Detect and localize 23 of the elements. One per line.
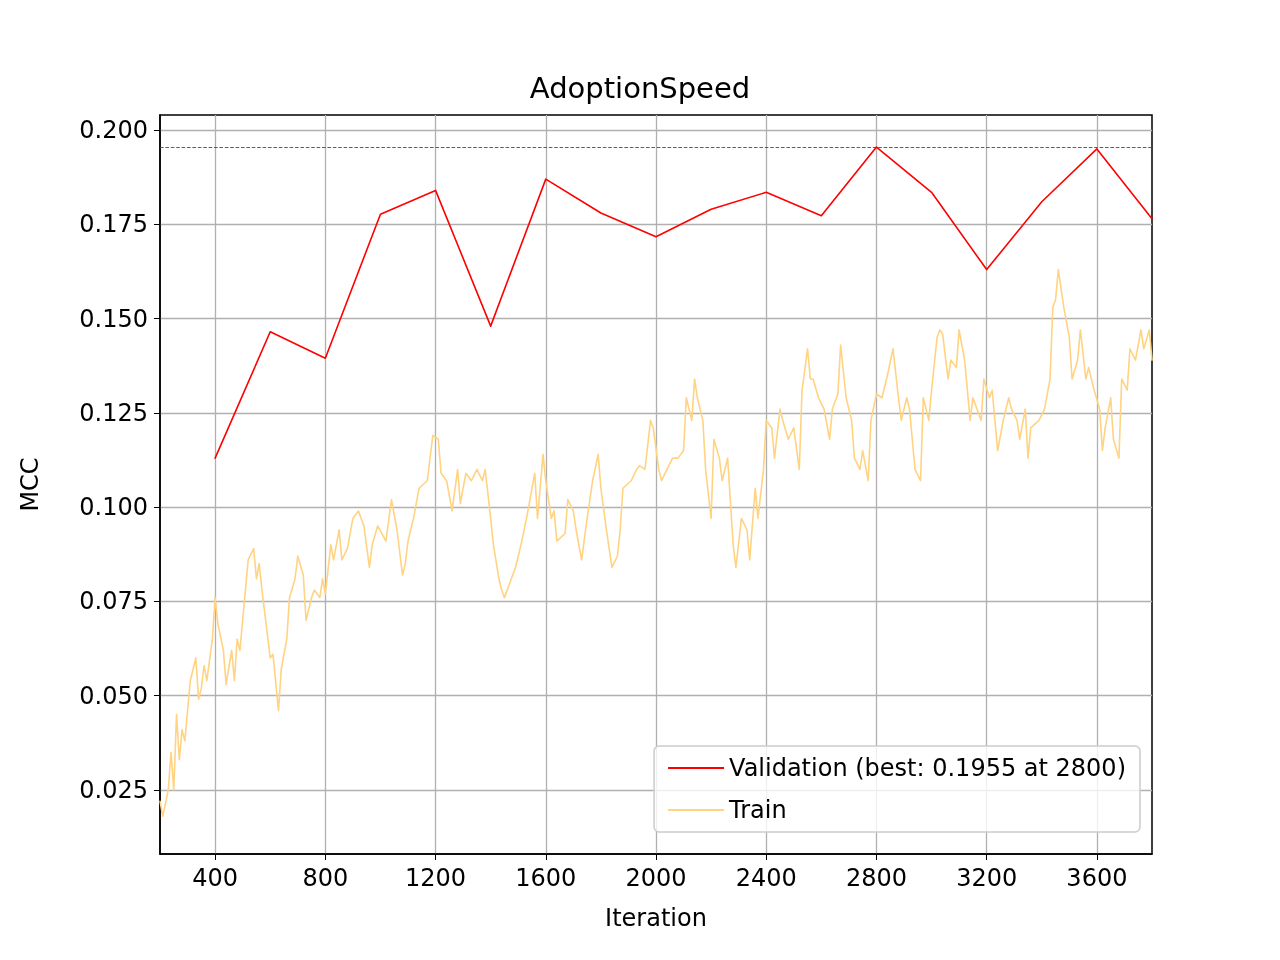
x-axis-title: Iteration (605, 904, 707, 932)
x-tick-label: 2400 (735, 864, 797, 892)
x-tick-label: 3200 (956, 864, 1018, 892)
x-tick-label: 400 (192, 864, 239, 892)
y-tick-label: 0.125 (79, 398, 148, 427)
line-series (159, 268, 1153, 818)
legend-label: Train (728, 796, 787, 824)
x-tick-label: 2800 (845, 864, 907, 892)
x-tick-label: 800 (302, 864, 349, 892)
x-tick-label: 3600 (1066, 864, 1128, 892)
x-tick-label: 1200 (405, 864, 467, 892)
legend-label: Validation (best: 0.1955 at 2800) (729, 754, 1127, 782)
x-tick-label: 2000 (625, 864, 687, 892)
chart-title: AdoptionSpeed (529, 70, 751, 105)
y-axis-title: MCC (16, 457, 44, 512)
y-tick-label: 0.100 (79, 493, 148, 522)
x-tick-label: 1600 (515, 864, 577, 892)
y-tick-label: 0.200 (79, 116, 148, 145)
y-tick-label: 0.025 (79, 775, 148, 804)
y-tick-label: 0.075 (79, 587, 148, 616)
y-tick-label: 0.175 (79, 210, 148, 239)
y-tick-label: 0.150 (79, 304, 148, 333)
y-tick-label: 0.050 (79, 681, 148, 710)
